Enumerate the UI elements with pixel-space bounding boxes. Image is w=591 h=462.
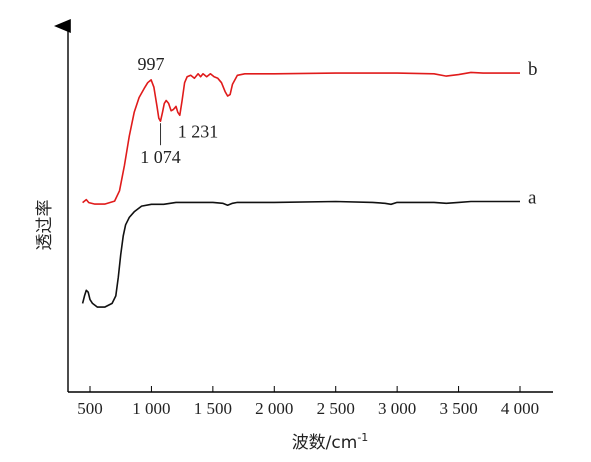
x-tick-label: 2 500 [317, 399, 355, 418]
annotation-layer: 997 1 074 1 231 [138, 54, 219, 167]
peak-annotation: 1 074 [140, 147, 181, 167]
series-line-b [82, 71, 520, 205]
x-axis-ticks: 500 1 000 1 500 2 000 2 500 3 000 3 500 4 000 [77, 386, 539, 418]
x-tick-label: 3 000 [378, 399, 416, 418]
series-line-a [81, 200, 520, 308]
x-axis-title-sup: -1 [357, 431, 368, 444]
y-axis-title: 透过率 [35, 200, 55, 251]
x-tick-label: 1 500 [194, 399, 232, 418]
x-tick-label: 1 000 [132, 399, 170, 418]
peak-annotation: 1 231 [178, 121, 219, 141]
series-layer: ba [81, 59, 538, 308]
x-axis-title: 波数/cm-1 [292, 431, 369, 453]
x-axis-title-text: 波数/cm [292, 433, 358, 453]
x-tick-label: 2 000 [255, 399, 293, 418]
x-tick-label: 4 000 [501, 399, 539, 418]
x-tick-label: 3 500 [439, 399, 477, 418]
x-tick-label: 500 [77, 399, 103, 418]
peak-annotation: 997 [138, 54, 165, 74]
series-label-a: a [528, 187, 537, 208]
series-label-b: b [528, 59, 538, 80]
